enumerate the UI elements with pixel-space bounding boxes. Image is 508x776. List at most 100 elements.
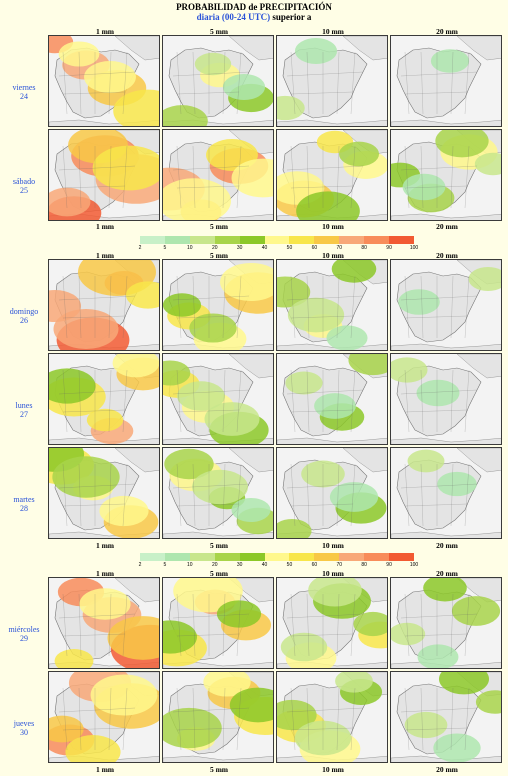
day-label: viernes 24	[0, 83, 48, 101]
legend-swatch	[389, 553, 414, 561]
threshold-header: 10 mm	[322, 222, 344, 231]
legend-swatch	[389, 236, 414, 244]
province-border	[176, 463, 182, 527]
probability-map	[48, 671, 160, 763]
precip-area	[192, 469, 248, 505]
province-border	[78, 687, 82, 751]
probability-map	[162, 259, 274, 351]
province-border	[400, 71, 478, 95]
province-border	[222, 145, 226, 209]
france-land	[456, 36, 501, 61]
threshold-header: 5 mm	[209, 541, 229, 550]
france-land	[114, 578, 159, 603]
threshold-header: 20 mm	[436, 541, 458, 550]
province-border	[172, 707, 250, 731]
province-border	[464, 463, 470, 527]
threshold-header: 20 mm	[436, 222, 458, 231]
province-border	[62, 275, 68, 339]
province-border	[58, 295, 136, 319]
legend-tick: 30	[236, 562, 243, 568]
threshold-header: 10 mm	[322, 569, 344, 578]
province-border	[464, 51, 470, 115]
province-border	[420, 145, 424, 209]
france-land	[114, 448, 159, 473]
province-border	[236, 145, 242, 209]
precip-area	[451, 596, 501, 626]
threshold-header: 1 mm	[95, 569, 115, 578]
probability-map	[276, 447, 388, 539]
precip-area	[163, 293, 202, 317]
province-border	[108, 275, 112, 339]
precip-area	[49, 715, 84, 743]
province-border	[222, 593, 226, 657]
map-canvas	[277, 354, 387, 444]
day-number: 26	[20, 316, 28, 325]
province-border	[450, 145, 454, 209]
province-border	[336, 593, 340, 657]
map-canvas	[391, 448, 501, 538]
province-border	[286, 389, 364, 413]
province-border	[420, 687, 424, 751]
africa-land	[49, 437, 159, 444]
legend-swatch	[214, 236, 240, 244]
map-canvas	[277, 448, 387, 538]
map-canvas	[391, 672, 501, 762]
legend-tick: 40	[261, 245, 268, 251]
legend-swatch	[239, 553, 265, 561]
province-border	[400, 165, 478, 189]
province-border	[172, 613, 250, 637]
province-border	[176, 145, 182, 209]
legend-swatch	[189, 236, 215, 244]
province-border	[78, 145, 82, 209]
province-border	[336, 51, 340, 115]
threshold-header: 20 mm	[436, 569, 458, 578]
province-border	[290, 687, 296, 751]
threshold-header: 20 mm	[436, 27, 458, 36]
province-border	[58, 707, 136, 731]
province-border	[78, 51, 82, 115]
precip-area	[49, 368, 96, 404]
precip-area	[125, 281, 159, 309]
province-border	[172, 389, 250, 413]
probability-map	[162, 577, 274, 669]
province-border	[350, 145, 356, 209]
africa-land	[163, 755, 273, 762]
province-border	[420, 51, 424, 115]
province-border	[172, 165, 250, 189]
province-border	[464, 687, 470, 751]
threshold-header: 20 mm	[436, 765, 458, 774]
day-label: sábado 25	[0, 177, 48, 195]
legend-swatch	[364, 236, 390, 244]
province-border	[306, 51, 310, 115]
map-canvas	[277, 578, 387, 668]
africa-land	[277, 437, 387, 444]
color-legend	[140, 236, 414, 244]
province-border	[350, 51, 356, 115]
map-canvas	[391, 130, 501, 220]
precip-area	[285, 371, 323, 395]
province-border	[336, 145, 340, 209]
province-border	[172, 483, 250, 507]
precip-area	[280, 632, 328, 662]
province-border	[122, 593, 128, 657]
legend-tick: 10	[187, 245, 193, 251]
france-land	[342, 448, 387, 473]
legend-tick: 50	[286, 562, 293, 568]
province-border	[192, 369, 196, 433]
map-canvas	[391, 260, 501, 350]
province-border	[400, 389, 478, 413]
map-canvas	[163, 354, 273, 444]
threshold-header: 1 mm	[95, 251, 115, 260]
province-border	[350, 275, 356, 339]
threshold-header: 10 mm	[322, 765, 344, 774]
province-border	[450, 369, 454, 433]
precip-area	[163, 707, 222, 749]
probability-map	[162, 35, 274, 127]
legend-swatch	[164, 553, 190, 561]
precip-area	[430, 49, 470, 73]
probability-map	[162, 129, 274, 221]
province-border	[350, 369, 356, 433]
precip-area	[163, 178, 231, 220]
precip-area	[194, 52, 232, 76]
province-border	[306, 369, 310, 433]
